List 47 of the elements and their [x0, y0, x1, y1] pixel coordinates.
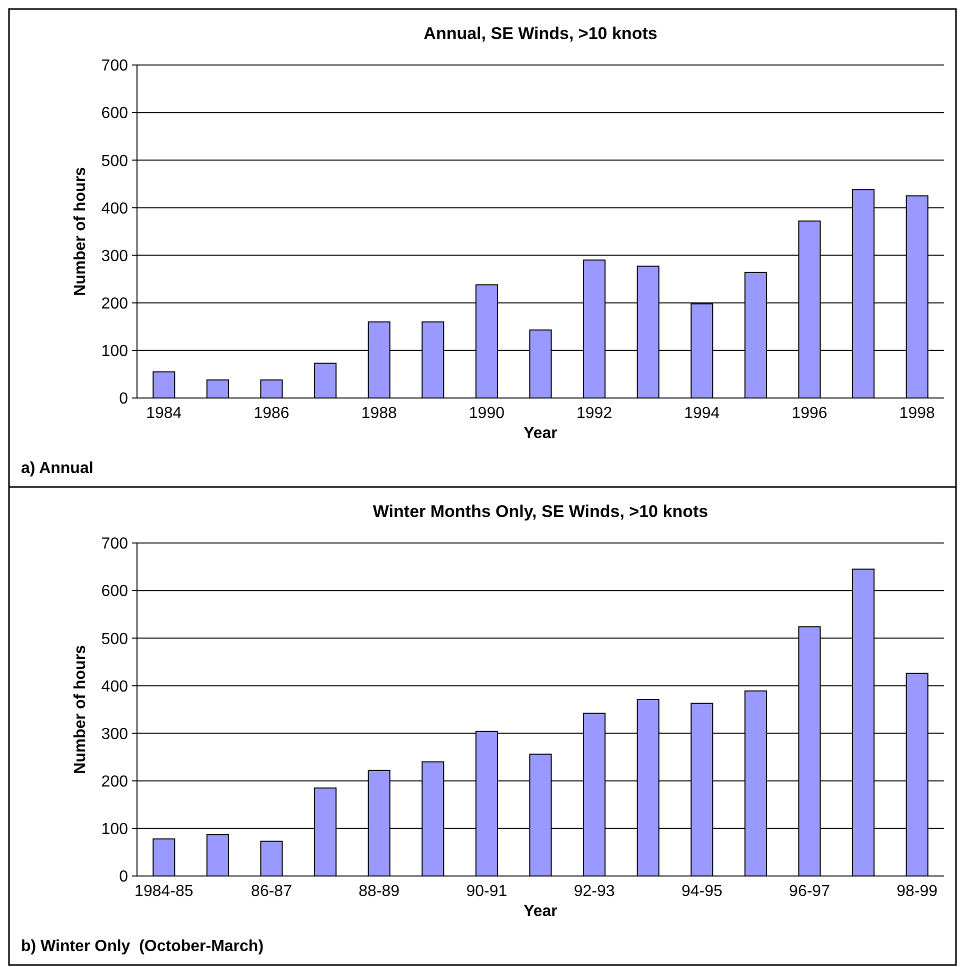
x-tick-label: 88-89 — [358, 883, 400, 900]
bar — [206, 379, 229, 398]
bar — [314, 362, 337, 398]
x-tick-label: 96-97 — [789, 883, 830, 900]
x-tick-label: 90-91 — [466, 883, 508, 900]
x-tick-label: 1998 — [899, 405, 935, 422]
x-tick-label: 1994 — [684, 405, 720, 422]
chart-title: Annual, SE Winds, >10 knots — [424, 24, 658, 43]
y-tick-label: 0 — [119, 390, 128, 408]
bar — [152, 838, 176, 876]
x-tick-label: 86-87 — [251, 883, 292, 900]
y-tick-label: 400 — [101, 678, 128, 696]
x-tick-label: 98-99 — [896, 883, 938, 900]
chart-title: Winter Months Only, SE Winds, >10 knots — [372, 502, 708, 521]
x-tick-label: 1986 — [254, 405, 290, 422]
y-tick-label: 0 — [119, 868, 128, 886]
y-tick-label: 100 — [101, 821, 128, 838]
x-axis-title: Year — [524, 425, 558, 442]
y-axis-title: Number of hours — [72, 166, 89, 296]
y-tick-label: 200 — [101, 773, 128, 790]
bar — [152, 371, 176, 398]
x-tick-label: 1984-85 — [134, 883, 194, 900]
y-tick-label: 100 — [101, 343, 128, 360]
text: b) Winter Only (October-March) — [21, 938, 264, 955]
y-tick-label: 300 — [101, 248, 128, 265]
x-tick-label: 94-95 — [681, 883, 722, 900]
y-tick-label: 500 — [101, 152, 128, 170]
x-tick-label: 1992 — [576, 405, 612, 422]
x-tick-label: 1984 — [146, 405, 182, 422]
y-tick-label: 200 — [101, 295, 128, 312]
y-tick-label: 700 — [101, 536, 128, 553]
y-tick-label: 600 — [101, 583, 128, 600]
y-tick-label: 600 — [101, 105, 128, 122]
bar — [206, 834, 229, 876]
y-axis-title: Number of hours — [72, 644, 89, 774]
y-tick-label: 700 — [101, 58, 128, 75]
x-tick-label: 1990 — [468, 405, 505, 422]
y-tick-label: 300 — [101, 726, 128, 743]
text: a) Annual — [21, 460, 94, 477]
x-tick-label: 1996 — [792, 405, 828, 422]
x-tick-label: 1988 — [361, 405, 397, 422]
x-axis-title: Year — [524, 903, 558, 920]
y-tick-label: 400 — [101, 200, 128, 218]
x-tick-label: 92-93 — [574, 883, 615, 900]
y-tick-label: 500 — [101, 630, 128, 648]
bar — [260, 379, 283, 398]
bar — [260, 840, 283, 876]
